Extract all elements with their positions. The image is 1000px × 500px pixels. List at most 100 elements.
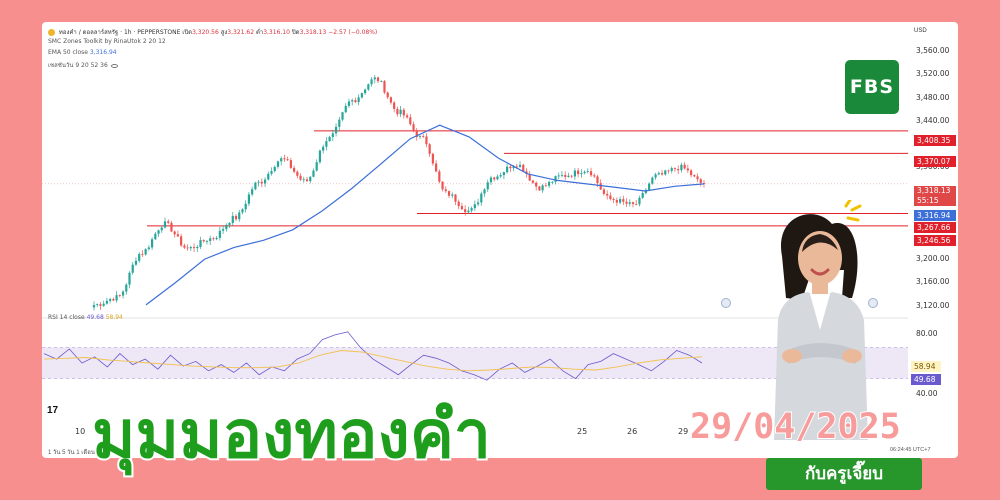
candle	[273, 166, 276, 172]
y-tick: 3,560.00	[916, 46, 950, 55]
candle	[105, 300, 109, 304]
candle	[247, 194, 251, 204]
candle	[328, 136, 331, 142]
close-value: 3,318.13	[299, 29, 327, 36]
candle	[186, 247, 189, 249]
candle	[154, 233, 157, 240]
candle	[428, 144, 431, 154]
rsi-ma-tag: 58.94	[911, 361, 941, 372]
candle	[180, 236, 183, 246]
level-tag: 3,370.07	[914, 156, 956, 167]
rsi-tag: 49.68	[911, 374, 941, 385]
rsi-value-label: 49.68	[86, 314, 104, 321]
candle	[577, 170, 580, 175]
last-price-value: 3,318.13	[917, 186, 951, 195]
candle	[222, 229, 225, 231]
rsi-y-tick: 80.00	[916, 329, 938, 338]
candle	[399, 109, 402, 115]
high-value: 3,321.62	[227, 29, 255, 36]
candle	[402, 109, 405, 116]
candle	[234, 215, 238, 220]
candle	[176, 234, 180, 237]
candle	[267, 173, 270, 180]
y-tick: 3,160.00	[916, 277, 950, 286]
candle	[654, 174, 657, 178]
candle	[512, 166, 515, 169]
y-tick: 3,480.00	[916, 93, 950, 102]
candle	[299, 175, 302, 180]
candle	[673, 168, 677, 170]
open-label: เปิด	[182, 29, 193, 36]
candle	[615, 200, 618, 203]
candle	[396, 108, 399, 115]
candle	[457, 201, 460, 207]
candle	[686, 168, 689, 171]
candle	[334, 126, 338, 134]
candle	[693, 175, 696, 177]
currency-label[interactable]: USD	[914, 28, 927, 34]
candle	[554, 176, 557, 182]
candle	[209, 238, 212, 242]
candle	[422, 136, 425, 137]
candle	[199, 240, 202, 247]
level-tag: 3,408.35	[914, 135, 956, 146]
candle	[286, 159, 289, 161]
candle	[454, 194, 457, 202]
candle	[141, 253, 144, 255]
candle	[599, 183, 602, 190]
candle	[125, 284, 128, 292]
candle	[425, 136, 428, 145]
candle	[580, 173, 583, 175]
candle	[451, 194, 454, 196]
candle	[367, 84, 370, 90]
candle	[431, 153, 434, 164]
candle	[528, 173, 531, 181]
candle	[254, 182, 257, 190]
indicator-session[interactable]: เซสชันวัน 9 20 52 36	[48, 60, 118, 70]
indicator-smc[interactable]: SMC Zones Toolkit by RinaUtok 2 20 12	[48, 38, 166, 45]
candle	[173, 231, 176, 235]
indicator-ema[interactable]: EMA 50 close 3,316.94	[48, 49, 117, 56]
candle	[309, 176, 312, 182]
candle	[167, 221, 170, 223]
eye-icon[interactable]	[110, 63, 118, 68]
timeframe-bar[interactable]: 1 วัน 5 วัน 1 เดือน	[48, 450, 95, 456]
rsi-ma-label: 58.94	[105, 314, 123, 321]
candle	[305, 179, 309, 182]
candle	[118, 295, 121, 296]
candle	[296, 171, 299, 176]
candle	[383, 81, 386, 93]
candle	[544, 185, 547, 187]
candle	[102, 303, 105, 306]
candle	[115, 295, 118, 301]
candle	[557, 175, 560, 177]
candle	[441, 181, 444, 190]
us-flag-icon[interactable]	[721, 298, 731, 308]
candle	[480, 193, 483, 203]
candle	[444, 189, 447, 192]
fbs-logo: FBS	[845, 60, 899, 114]
candle	[121, 291, 125, 296]
rsi-legend[interactable]: RSI 14 close 49.68 58.94	[48, 314, 123, 321]
candle	[438, 171, 441, 182]
candle	[370, 79, 373, 85]
ema-line	[145, 124, 705, 306]
candle	[260, 181, 263, 184]
candle	[515, 166, 518, 168]
candle	[677, 169, 680, 171]
candle	[276, 161, 280, 167]
candle	[215, 237, 218, 240]
x-tick: 26	[627, 427, 638, 436]
candle	[212, 238, 215, 240]
candle	[128, 272, 131, 285]
candle	[280, 158, 283, 162]
candle	[509, 166, 512, 169]
rsi-ma-line	[43, 350, 703, 372]
symbol-header: ทองคำ / ดอลลาร์สหรัฐ · 1h · PEPPERSTONE …	[48, 27, 377, 37]
candle	[205, 241, 209, 242]
candle	[593, 175, 596, 177]
candle	[564, 174, 567, 177]
candle	[302, 179, 305, 181]
us-flag-icon[interactable]	[868, 298, 878, 308]
low-value: 3,316.10	[263, 29, 290, 36]
